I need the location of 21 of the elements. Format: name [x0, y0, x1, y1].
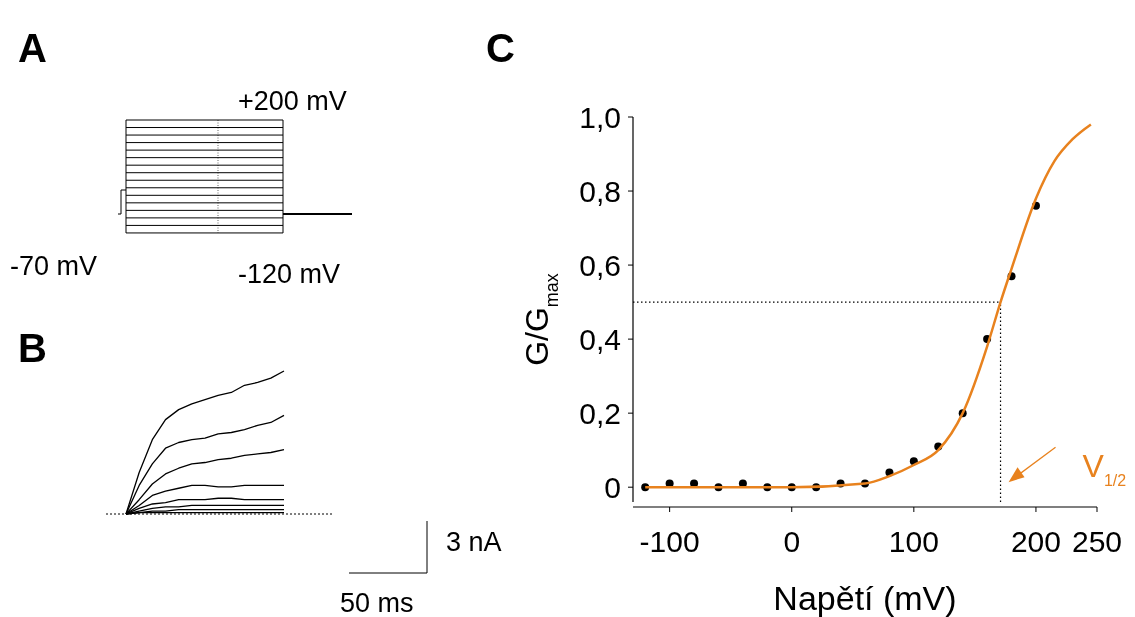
- x-tick-label: 200: [1010, 525, 1061, 558]
- x-tick-label: -100: [639, 525, 700, 558]
- x-axis-title: Napětí (mV): [773, 579, 957, 617]
- x-tick-label: 250: [1071, 525, 1123, 558]
- chart-title: C: [486, 26, 515, 70]
- text: +200 mV: [238, 86, 347, 116]
- annotation: V$_{1/2}$: [1082, 448, 1127, 489]
- chart-title: B: [18, 326, 47, 370]
- text: 50 ms: [340, 588, 414, 617]
- y-tick-label: 1,0: [579, 100, 621, 134]
- y-tick-label: 0,8: [579, 174, 621, 208]
- x-tick-label: 100: [888, 525, 939, 558]
- text: 3 nA: [446, 527, 502, 557]
- text: -70 mV: [10, 251, 98, 281]
- text: A: [18, 26, 47, 70]
- y-tick-label: 0,2: [579, 396, 621, 430]
- y-tick-label: 0,4: [579, 322, 621, 356]
- x-tick-label: 0: [783, 525, 801, 558]
- text: -120 mV: [238, 259, 341, 289]
- y-tick-label: 0: [604, 470, 621, 504]
- y-tick-label: 0,6: [579, 248, 621, 282]
